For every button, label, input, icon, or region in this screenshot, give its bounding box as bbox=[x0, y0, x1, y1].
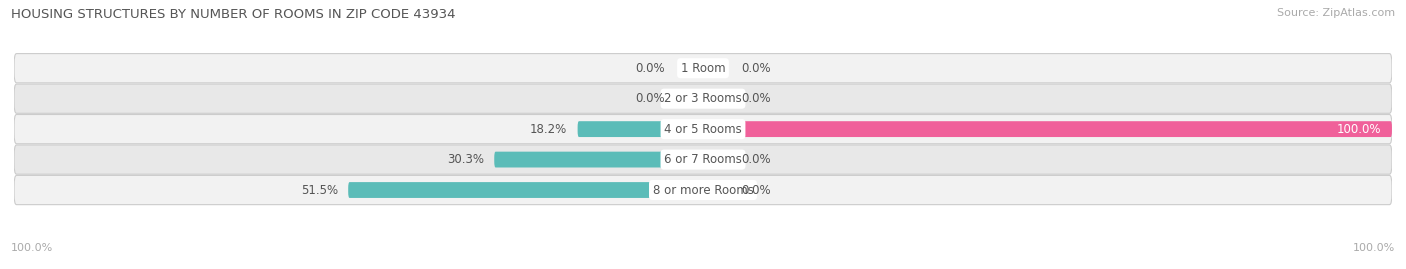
Text: 100.0%: 100.0% bbox=[1337, 123, 1382, 136]
Text: 51.5%: 51.5% bbox=[301, 183, 337, 197]
FancyBboxPatch shape bbox=[14, 175, 1392, 205]
Text: 100.0%: 100.0% bbox=[1353, 243, 1395, 253]
Text: 0.0%: 0.0% bbox=[741, 153, 770, 166]
FancyBboxPatch shape bbox=[349, 182, 703, 198]
Text: 8 or more Rooms: 8 or more Rooms bbox=[652, 183, 754, 197]
FancyBboxPatch shape bbox=[703, 152, 727, 168]
FancyBboxPatch shape bbox=[703, 182, 727, 198]
Text: 0.0%: 0.0% bbox=[636, 92, 665, 105]
Text: 6 or 7 Rooms: 6 or 7 Rooms bbox=[664, 153, 742, 166]
FancyBboxPatch shape bbox=[703, 121, 1392, 137]
FancyBboxPatch shape bbox=[14, 145, 1392, 174]
FancyBboxPatch shape bbox=[679, 91, 703, 107]
FancyBboxPatch shape bbox=[578, 121, 703, 137]
Text: 30.3%: 30.3% bbox=[447, 153, 484, 166]
FancyBboxPatch shape bbox=[14, 84, 1392, 113]
Text: 0.0%: 0.0% bbox=[636, 62, 665, 75]
Text: 100.0%: 100.0% bbox=[11, 243, 53, 253]
Text: 4 or 5 Rooms: 4 or 5 Rooms bbox=[664, 123, 742, 136]
Text: 2 or 3 Rooms: 2 or 3 Rooms bbox=[664, 92, 742, 105]
FancyBboxPatch shape bbox=[703, 60, 727, 76]
Text: 18.2%: 18.2% bbox=[530, 123, 567, 136]
FancyBboxPatch shape bbox=[703, 91, 727, 107]
Text: HOUSING STRUCTURES BY NUMBER OF ROOMS IN ZIP CODE 43934: HOUSING STRUCTURES BY NUMBER OF ROOMS IN… bbox=[11, 8, 456, 21]
Text: 1 Room: 1 Room bbox=[681, 62, 725, 75]
FancyBboxPatch shape bbox=[14, 54, 1392, 83]
FancyBboxPatch shape bbox=[679, 60, 703, 76]
Text: 0.0%: 0.0% bbox=[741, 183, 770, 197]
FancyBboxPatch shape bbox=[495, 152, 703, 168]
FancyBboxPatch shape bbox=[14, 115, 1392, 144]
Text: Source: ZipAtlas.com: Source: ZipAtlas.com bbox=[1277, 8, 1395, 18]
Text: 0.0%: 0.0% bbox=[741, 92, 770, 105]
Text: 0.0%: 0.0% bbox=[741, 62, 770, 75]
